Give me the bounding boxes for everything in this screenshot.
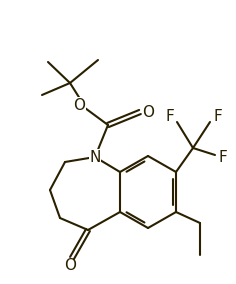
Text: F: F <box>214 108 222 124</box>
Text: O: O <box>73 97 85 112</box>
Text: N: N <box>89 149 101 164</box>
Text: F: F <box>166 108 174 124</box>
Text: O: O <box>142 105 154 120</box>
Text: F: F <box>219 149 227 164</box>
Text: O: O <box>64 258 76 273</box>
